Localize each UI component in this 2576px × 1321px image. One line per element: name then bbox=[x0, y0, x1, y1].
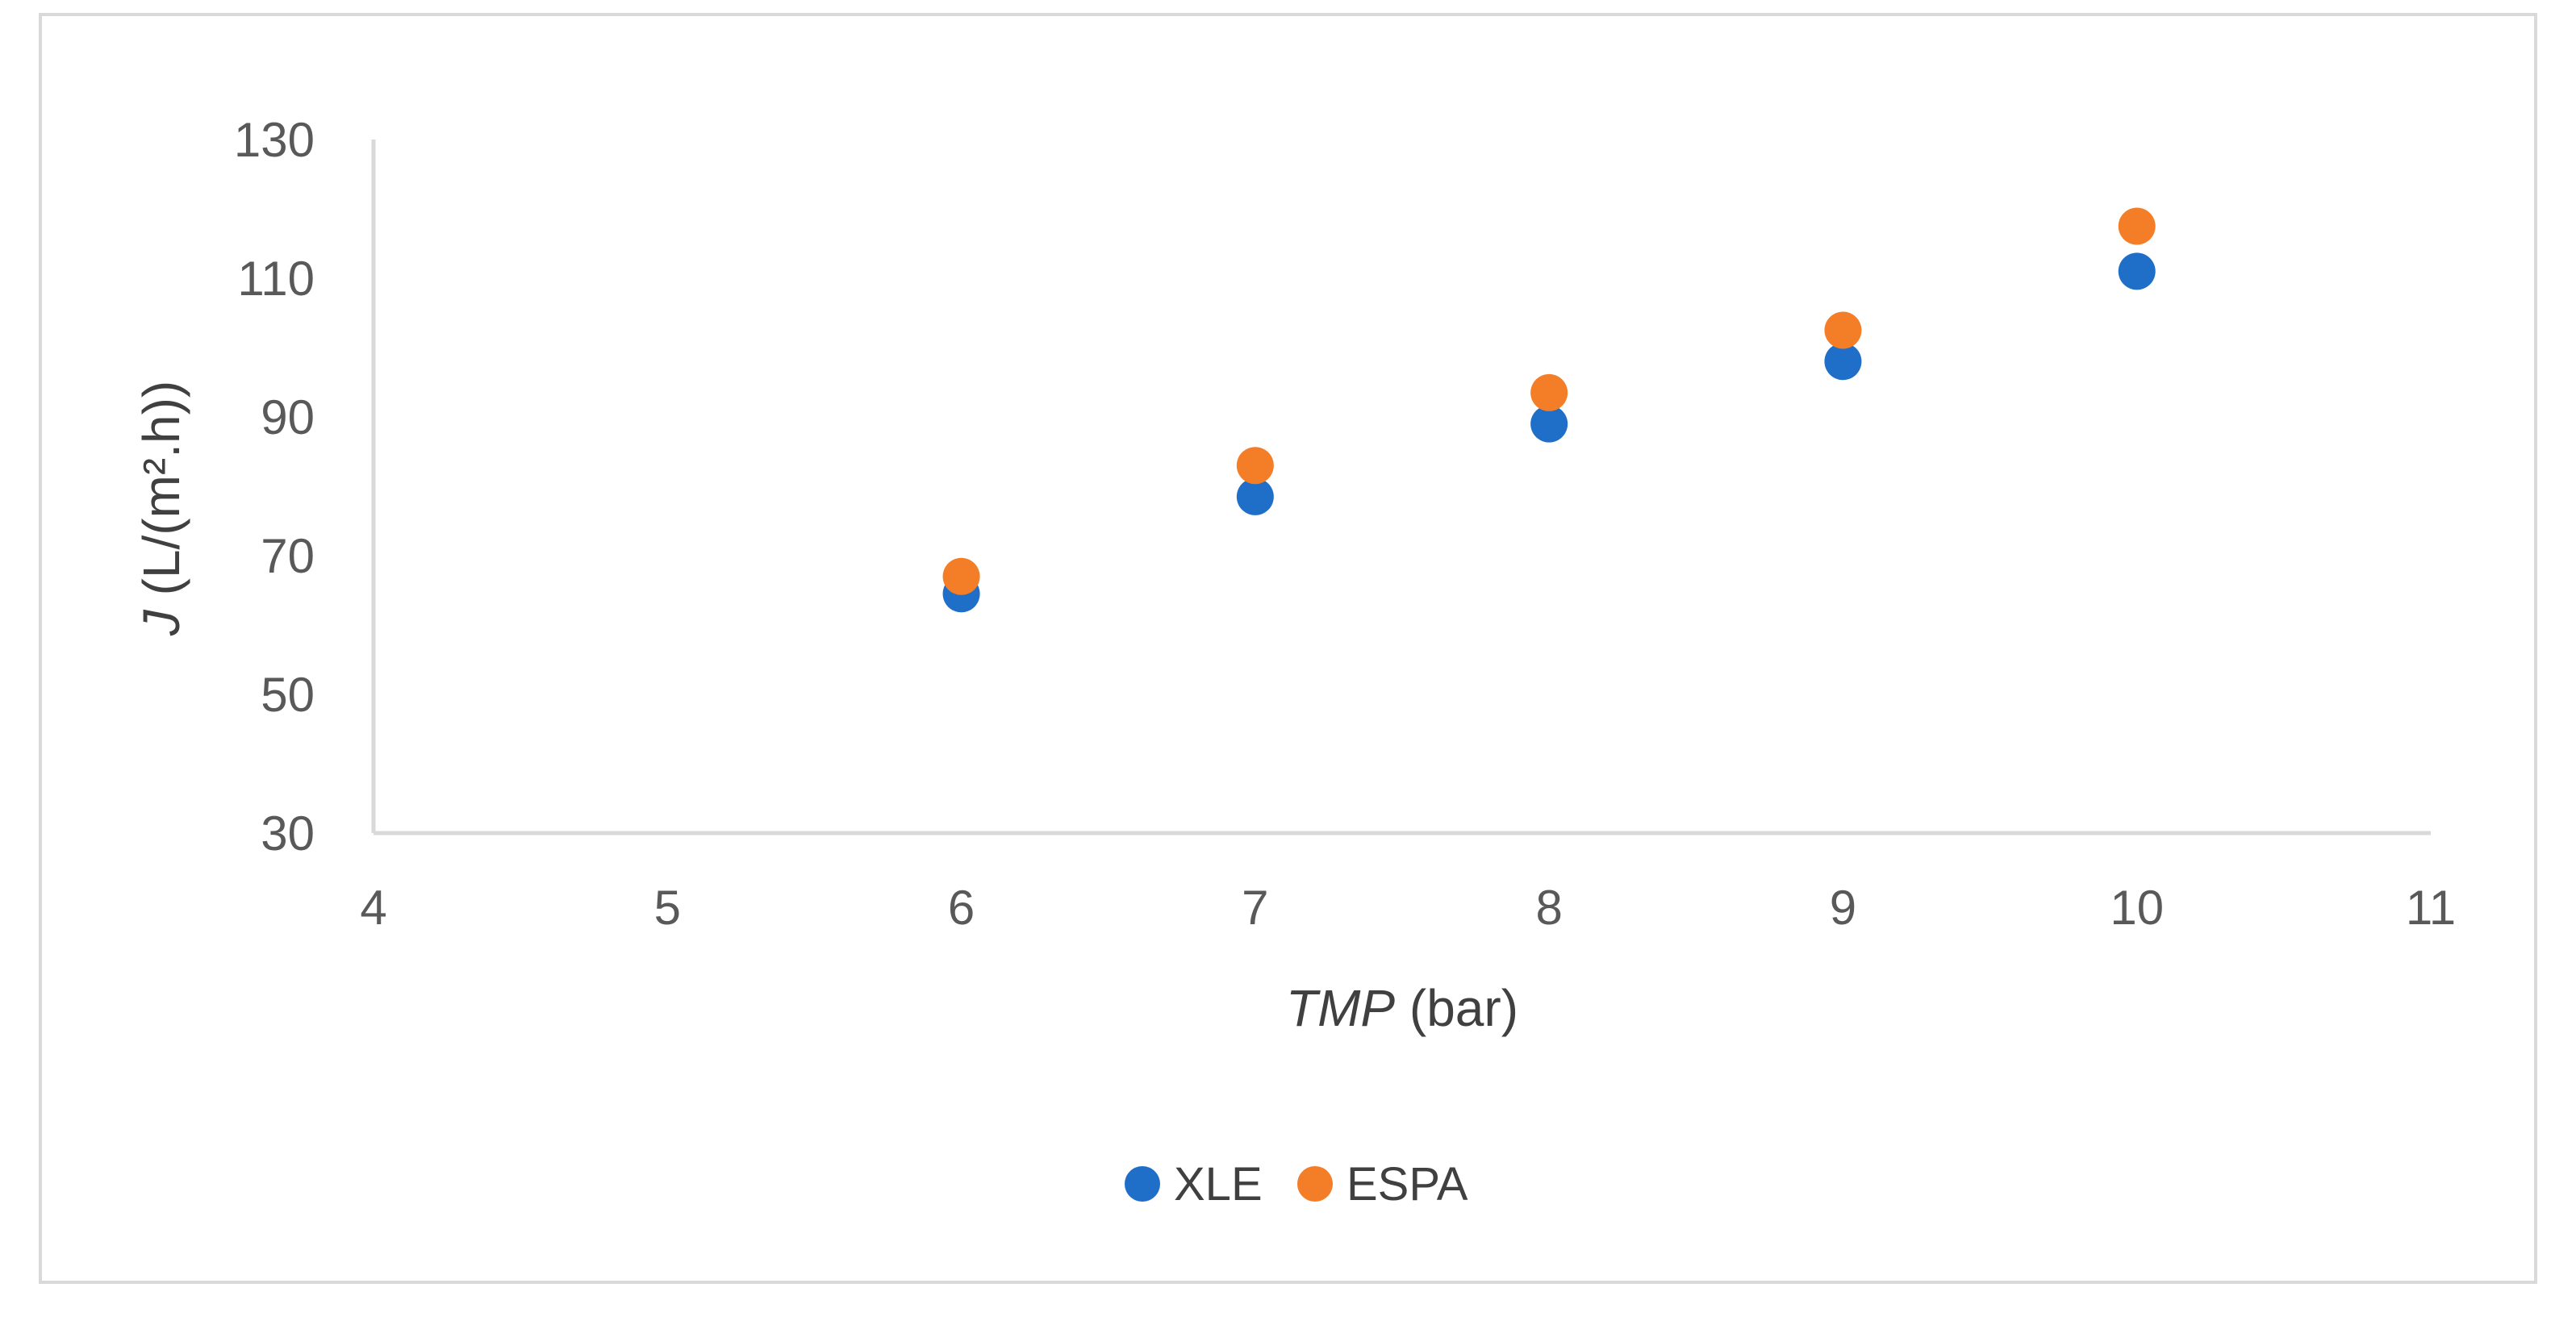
x-tick-label: 6 bbox=[948, 881, 975, 935]
x-tick-label: 7 bbox=[1242, 881, 1268, 935]
legend-marker-espa bbox=[1297, 1166, 1333, 1202]
point-espa bbox=[942, 557, 980, 595]
y-axis-title-italic: J bbox=[132, 609, 190, 636]
x-tick-label: 8 bbox=[1535, 881, 1562, 935]
legend-label-xle: XLE bbox=[1174, 1158, 1263, 1211]
y-tick-label: 30 bbox=[261, 806, 315, 861]
point-espa bbox=[1824, 311, 1862, 349]
x-tick-label: 4 bbox=[360, 881, 386, 935]
point-espa bbox=[2118, 207, 2156, 245]
legend-item-espa: ESPA bbox=[1297, 1158, 1468, 1211]
x-axis-title-unit: (bar) bbox=[1395, 979, 1518, 1037]
y-tick-labels: 30 50 70 90 110 130 bbox=[234, 113, 315, 861]
point-xle bbox=[1530, 405, 1568, 443]
point-espa bbox=[1236, 447, 1274, 485]
point-xle bbox=[1824, 343, 1862, 381]
legend-label-espa: ESPA bbox=[1346, 1158, 1468, 1211]
legend-item-xle: XLE bbox=[1125, 1158, 1263, 1211]
y-tick-label: 70 bbox=[261, 529, 315, 583]
x-axis-title: TMP (bar) bbox=[1286, 979, 1518, 1037]
legend: XLE ESPA bbox=[1125, 1158, 1468, 1211]
data-points bbox=[942, 207, 2156, 613]
series-xle-points bbox=[942, 252, 2156, 613]
y-tick-label: 130 bbox=[234, 113, 315, 167]
point-xle bbox=[2118, 252, 2156, 290]
y-tick-label: 90 bbox=[261, 390, 315, 444]
point-xle bbox=[1236, 477, 1274, 515]
x-tick-label: 5 bbox=[654, 881, 681, 935]
y-tick-label: 50 bbox=[261, 668, 315, 722]
x-tick-label: 10 bbox=[2110, 881, 2164, 935]
y-axis-title: J (L/(m².h)) bbox=[132, 381, 190, 636]
x-tick-labels: 4 5 6 7 8 9 10 11 bbox=[360, 881, 2456, 935]
y-tick-label: 110 bbox=[237, 252, 315, 306]
x-tick-label: 11 bbox=[2406, 881, 2456, 935]
point-espa bbox=[1530, 373, 1568, 411]
y-axis-title-unit: (L/(m².h)) bbox=[132, 381, 190, 610]
series-espa-points bbox=[942, 207, 2156, 595]
chart-frame bbox=[39, 13, 2537, 1284]
x-axis-title-italic: TMP bbox=[1286, 979, 1395, 1037]
x-tick-label: 9 bbox=[1830, 881, 1856, 935]
legend-marker-xle bbox=[1125, 1166, 1160, 1202]
